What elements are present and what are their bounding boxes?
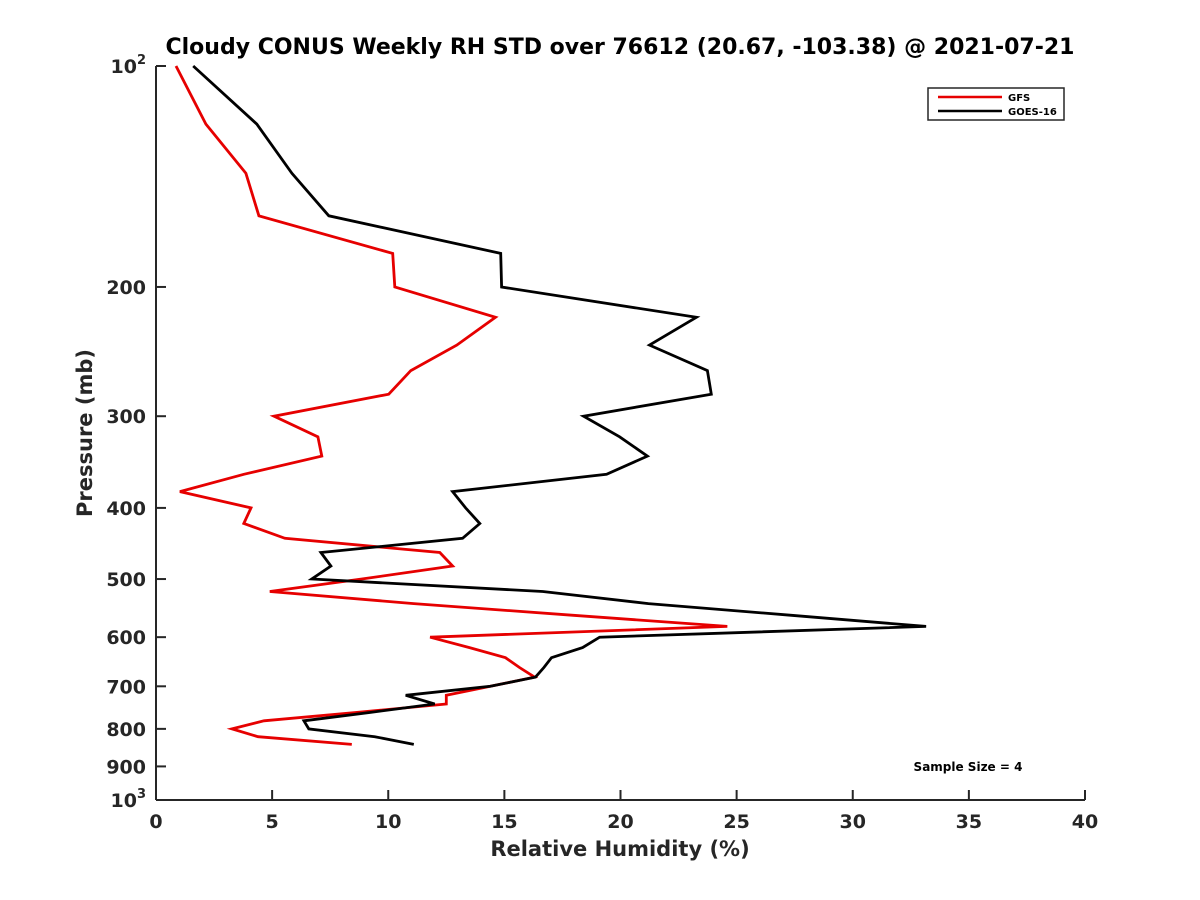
x-axis-label: Relative Humidity (%) [490,837,749,861]
x-tick-label: 5 [266,811,279,833]
y-tick-label: 102 [111,53,147,78]
y-tick-label: 300 [106,406,146,428]
series-line-goes16 [192,64,927,746]
x-tick-label: 40 [1072,811,1098,833]
y-axis-label: Pressure (mb) [73,349,97,517]
y-tick-label: 600 [106,627,146,649]
sample-size-annotation: Sample Size = 4 [914,760,1023,774]
x-tick-label: 10 [375,811,401,833]
series-layer [174,64,927,746]
legend-label-goes16: GOES-16 [1008,107,1057,118]
legend: GFS GOES-16 [927,87,1065,121]
y-tick-label: 500 [106,569,146,591]
y-tick-label: 900 [106,756,146,778]
x-tick-label: 20 [607,811,633,833]
x-tick-label: 35 [956,811,982,833]
x-tick-label: 15 [491,811,517,833]
y-tick-label: 800 [106,719,146,741]
y-tick-label: 700 [106,676,146,698]
y-tick-label: 200 [106,277,146,299]
chart-title: Cloudy CONUS Weekly RH STD over 76612 (2… [166,35,1075,60]
x-tick-label: 0 [149,811,162,833]
legend-box [927,87,1065,121]
y-tick-label: 400 [106,498,146,520]
series-line-gfs [174,65,728,746]
legend-label-gfs: GFS [1008,93,1030,104]
y-ticks: 102 200 300 400 500 600 700 800 900 103 [106,53,166,812]
x-tick-label: 30 [840,811,866,833]
x-tick-label: 25 [723,811,749,833]
y-tick-label: 103 [111,787,147,812]
x-ticks: 0 5 10 15 20 25 30 35 40 [149,790,1098,833]
axes: 0 5 10 15 20 25 30 35 40 102 200 300 400 500 600 700 80… [106,53,1098,833]
